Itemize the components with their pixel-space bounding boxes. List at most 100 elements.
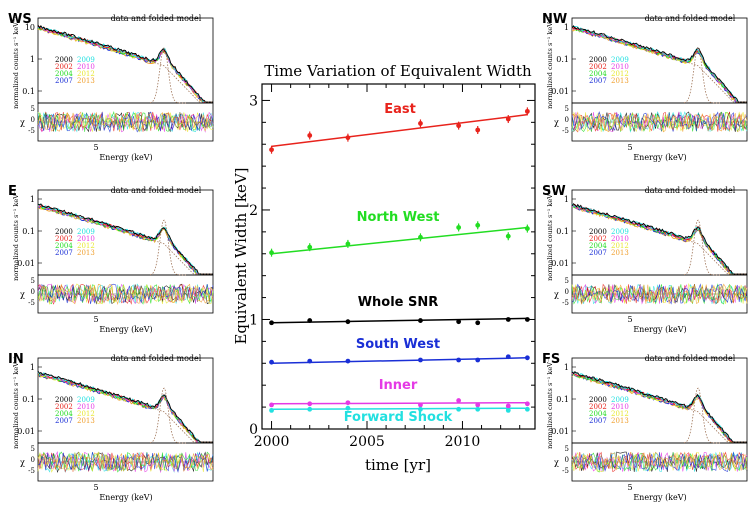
residual-tick: -5	[28, 127, 35, 135]
panel-y-tick: 0.01	[17, 427, 35, 436]
panel-fs: FS data and folded model 1 0.1 0.01normalize…	[542, 352, 748, 502]
legend-year: 2013	[77, 249, 95, 257]
residual-curve	[571, 283, 748, 305]
legend-year: 2010	[611, 235, 629, 243]
panel-label: FS	[542, 352, 560, 367]
data-point	[475, 357, 481, 363]
data-point	[505, 317, 511, 322]
residual-tick: 5	[565, 105, 569, 113]
legend-year: 2012	[611, 70, 629, 78]
gaussian-component	[149, 387, 186, 444]
spectrum-curve	[571, 203, 747, 275]
fit-line-1	[271, 226, 528, 255]
fit-line-0	[271, 113, 528, 148]
panel-x-tick: 5	[93, 315, 98, 324]
residual-label: χ	[20, 118, 25, 127]
series-label: South West	[356, 337, 440, 352]
panel-y-tick: 0.01	[551, 427, 569, 436]
panel-ylabel: normalized counts s⁻¹ keV⁻¹	[12, 16, 20, 109]
panel-sw: SW data and folded model 1 0.1 0.01normalize…	[542, 184, 748, 334]
legend-year: 2009	[611, 228, 629, 236]
residual-label: χ	[20, 458, 25, 467]
panel-x-tick: 5	[627, 483, 632, 492]
data-point	[307, 318, 313, 323]
series-label: North West	[357, 210, 440, 225]
residual-curve	[571, 111, 748, 132]
data-point	[269, 407, 274, 413]
data-point	[418, 402, 423, 408]
panel-x-tick: 5	[627, 143, 632, 152]
data-point	[345, 241, 351, 247]
panel-xlabel: Energy (keV)	[633, 153, 686, 162]
data-point	[475, 402, 481, 408]
fit-line-3	[271, 357, 528, 365]
residual-curve	[37, 283, 214, 305]
residual-tick: -5	[562, 127, 569, 135]
legend-year: 2013	[611, 417, 629, 425]
panel-label: NW	[542, 12, 567, 27]
model-component	[676, 404, 747, 443]
legend-year: 2000	[55, 56, 73, 64]
data-point	[475, 406, 481, 412]
data-point	[505, 233, 511, 239]
data-point	[307, 133, 313, 138]
panel-subtitle: data and folded model	[111, 186, 202, 195]
panel-xlabel: Energy (keV)	[99, 325, 152, 334]
residual-tick: 0	[565, 116, 569, 124]
gaussian-component	[149, 219, 186, 276]
residual-tick: -5	[562, 299, 569, 307]
spectrum-curve	[37, 370, 213, 443]
legend-year: 2007	[589, 77, 607, 85]
data-point	[418, 357, 423, 363]
series-label: East	[384, 102, 416, 117]
data-point	[456, 406, 462, 412]
data-point	[456, 398, 462, 403]
legend-year: 2012	[77, 410, 95, 418]
spectrum-panels: WS data and folded model1010.1normalized …	[8, 12, 748, 502]
legend-year: 2002	[55, 63, 73, 71]
residual-curve	[37, 452, 214, 472]
residual-curve	[37, 111, 214, 132]
panel-subtitle: data and folded model	[645, 186, 736, 195]
panel-y-tick: 0.1	[22, 395, 35, 404]
panel-x-tick: 5	[93, 483, 98, 492]
residual-curve	[37, 452, 214, 473]
series-label: Forward Shock	[344, 410, 453, 425]
legend-year: 2009	[77, 228, 95, 236]
legend-year: 2000	[55, 396, 73, 404]
residual-curve	[571, 283, 748, 305]
panel-y-tick: 1	[564, 363, 569, 372]
residual-tick: 0	[31, 116, 35, 124]
legend-year: 2004	[55, 70, 73, 78]
panel-y-tick: 10	[25, 23, 35, 32]
data-point	[418, 318, 423, 323]
x-tick-label: 2010	[445, 434, 481, 450]
residual-label: χ	[554, 290, 559, 299]
residual-label: χ	[554, 118, 559, 127]
data-point	[505, 403, 511, 409]
panel-ylabel: normalized counts s⁻¹ keV⁻¹	[12, 188, 20, 281]
legend-year: 2012	[611, 410, 629, 418]
data-point	[307, 244, 313, 250]
data-point	[456, 123, 462, 129]
residual-tick: 5	[31, 445, 35, 453]
legend-year: 2010	[611, 63, 629, 71]
gaussian-component	[683, 387, 720, 444]
data-point	[345, 405, 351, 411]
panel-xlabel: Energy (keV)	[633, 493, 686, 502]
residual-curve	[37, 283, 214, 306]
y-tick-label: 2	[249, 203, 258, 219]
data-point	[524, 108, 530, 114]
residual-tick: 0	[31, 456, 35, 464]
residual-curve	[571, 451, 748, 473]
residual-curve	[37, 451, 214, 473]
model-component	[142, 404, 213, 443]
series-label: Whole SNR	[358, 295, 439, 310]
x-tick-label: 2005	[349, 434, 385, 450]
panel-ylabel: normalized counts s⁻¹ keV⁻¹	[546, 356, 554, 449]
panel-y-tick: 1	[30, 195, 35, 204]
data-point	[456, 357, 462, 363]
data-point	[456, 225, 462, 230]
